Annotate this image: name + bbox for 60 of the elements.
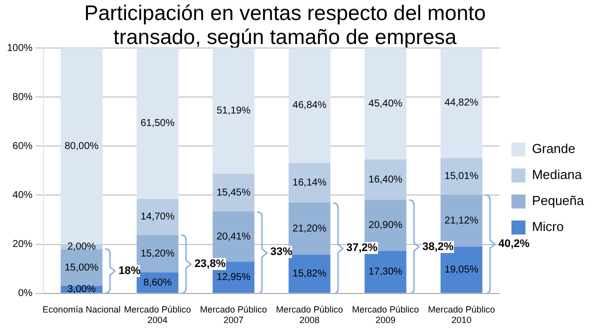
- x-tick-label: Mercado Público 2008: [276, 304, 344, 326]
- legend-label: Grande: [532, 141, 576, 156]
- annotation: 37,2%: [346, 242, 378, 254]
- data-label: 45,40%: [368, 98, 403, 110]
- data-label: 16,14%: [292, 178, 327, 188]
- data-label: 16,40%: [368, 174, 403, 186]
- y-tick-label: 0%: [18, 288, 33, 300]
- x-tick-label: Mercado Público 2004: [124, 304, 192, 326]
- data-label: 15,00%: [64, 262, 99, 274]
- annotation: 33%: [270, 246, 292, 258]
- legend-label: Mediana: [532, 167, 583, 182]
- y-tick-label: 40%: [12, 190, 33, 201]
- x-tick-label: Economía Nacional: [42, 304, 121, 314]
- data-label: 17,30%: [368, 266, 403, 278]
- data-label: 15,45%: [216, 187, 251, 198]
- bar: [60, 48, 102, 244]
- data-label: 61,50%: [140, 118, 175, 130]
- annotation: 23,8%: [194, 258, 226, 270]
- data-label: 2,00%: [67, 242, 96, 253]
- data-label: 3,00%: [67, 284, 96, 296]
- bar: [288, 162, 330, 203]
- data-label: 51,19%: [216, 106, 251, 117]
- data-label: 14,70%: [140, 212, 175, 223]
- y-tick-label: 60%: [12, 140, 33, 152]
- bar: [364, 48, 406, 160]
- data-label: 44,82%: [444, 98, 479, 109]
- x-tick-label: Mercado Público 2010: [428, 304, 495, 326]
- y-tick-label: 100%: [7, 42, 33, 54]
- y-tick-label: 20%: [12, 239, 33, 250]
- data-label: 21,20%: [292, 223, 327, 234]
- data-label: 15,01%: [444, 171, 479, 182]
- data-label: 15,20%: [140, 248, 175, 260]
- bar: [440, 48, 482, 158]
- y-tick-label: 80%: [12, 92, 33, 103]
- bar: [288, 48, 330, 163]
- bar: [136, 198, 178, 235]
- bar: [60, 249, 102, 286]
- annotation: 18%: [118, 265, 140, 278]
- data-label: 21,12%: [444, 215, 479, 226]
- bar: [212, 174, 254, 212]
- data-label: 19,05%: [444, 264, 479, 276]
- chart-title: Participación en ventas respecto del monto transado, según tamaño de empresa: [83, 2, 487, 50]
- data-label: 20,90%: [368, 220, 403, 232]
- bar: [440, 158, 482, 195]
- x-tick-label: Mercado Público 2009: [352, 304, 420, 326]
- bar: [136, 48, 178, 199]
- legend-label: Micro: [532, 219, 564, 234]
- data-label: 12,95%: [216, 272, 251, 284]
- annotation: 40,2%: [498, 238, 530, 250]
- bar: [288, 254, 330, 293]
- data-label: 80,00%: [64, 140, 99, 152]
- legend-label: Pequeña: [532, 193, 585, 208]
- data-label: 8,60%: [143, 277, 172, 288]
- bar: [364, 159, 406, 200]
- x-tick-label: Mercado Público 2007: [200, 304, 268, 326]
- data-label: 15,82%: [292, 268, 327, 280]
- data-label: 20,41%: [216, 231, 251, 242]
- bar: [212, 48, 254, 174]
- annotation: 38,2%: [422, 240, 454, 253]
- data-label: 46,84%: [292, 100, 327, 112]
